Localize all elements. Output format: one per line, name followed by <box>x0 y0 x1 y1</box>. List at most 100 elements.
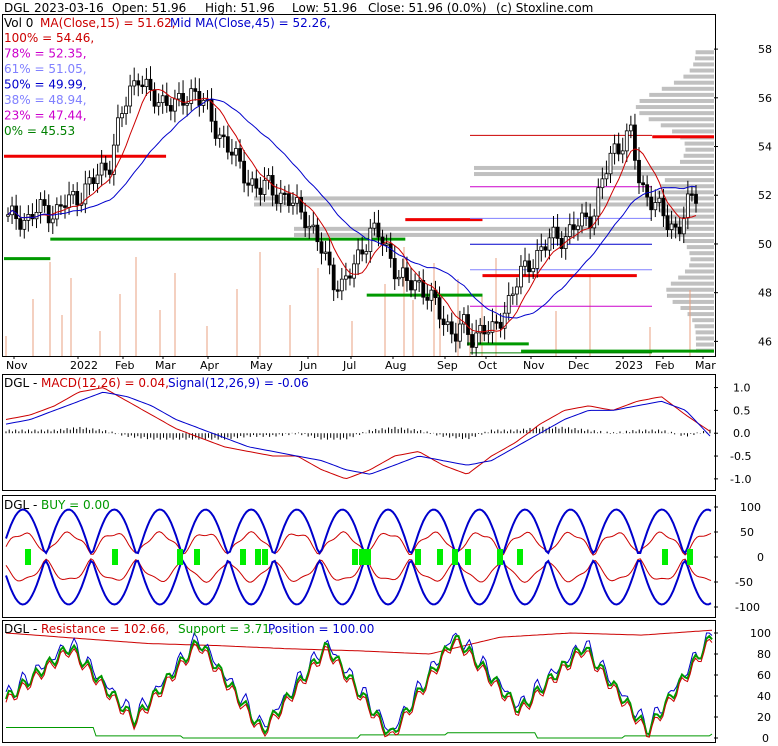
candle-body <box>148 78 153 91</box>
candle-body <box>559 238 564 249</box>
candle-body <box>608 152 613 175</box>
header-source: (c) Stoxline.com <box>496 1 593 15</box>
position-axis-label: 100 <box>750 627 771 640</box>
volume-profile-bar <box>254 202 714 207</box>
position-axis-label: 60 <box>757 669 771 682</box>
candle-body <box>327 251 332 266</box>
candle-body <box>291 202 295 206</box>
candle-body <box>429 289 434 301</box>
candle-body <box>392 258 397 280</box>
macd-layer <box>5 387 711 480</box>
candle-body <box>164 95 169 106</box>
candle-body <box>83 183 88 205</box>
x-axis-label: Feb <box>655 359 674 372</box>
macd-value-label: MACD(12,26) = 0.04, <box>41 376 169 390</box>
candle-body <box>103 162 108 171</box>
candle-body <box>99 162 104 176</box>
header-open: Open: 51.96 <box>112 1 186 15</box>
volume-profile-bar <box>635 105 714 110</box>
volume-profile-bar <box>683 74 714 79</box>
candle-body <box>584 212 588 218</box>
candle-body <box>576 225 580 230</box>
candle-body <box>547 237 552 251</box>
volume-profile-bar <box>672 129 714 134</box>
candle-body <box>282 192 287 196</box>
candle-body <box>234 148 238 156</box>
candle-body <box>339 278 344 292</box>
x-axis-label: Jul <box>342 359 356 372</box>
signal-line <box>5 391 711 475</box>
buy-value-label: BUY = 0.00 <box>41 498 110 512</box>
candle-body <box>311 224 316 228</box>
candle-body <box>132 80 137 87</box>
buy-outer-band <box>5 508 712 555</box>
candle-body <box>596 187 601 217</box>
candle-body <box>323 251 328 254</box>
volume-profile-bar <box>678 275 714 280</box>
candle-body <box>177 93 181 100</box>
candle-body <box>441 318 446 326</box>
buy-outer-band <box>5 559 712 606</box>
macd-axis-label: 1.0 <box>733 382 751 395</box>
candle-body <box>75 191 80 206</box>
macd-line <box>5 387 711 480</box>
candle-body <box>466 314 470 335</box>
candle-body <box>193 88 198 92</box>
candle-body <box>637 159 641 184</box>
price-axis-label: 58 <box>758 43 772 56</box>
candle-body <box>95 174 100 184</box>
resistance-value-label: Resistance = 102.66, <box>41 622 169 636</box>
candle-body <box>71 191 76 196</box>
fib-level-label: 38% = 48.94, <box>4 93 87 107</box>
x-axis-label: Dec <box>568 359 589 372</box>
candle-body <box>510 293 515 296</box>
candle-body <box>690 193 694 196</box>
candle-body <box>303 211 308 229</box>
candle-body <box>665 215 670 230</box>
position-layer <box>5 629 713 739</box>
header-low: Low: 51.96 <box>292 1 357 15</box>
buy-signal-marker <box>112 549 118 565</box>
volume-profile-bar <box>683 153 714 158</box>
candle-body <box>217 134 222 139</box>
candle-body <box>567 224 572 237</box>
price-axis-label: 46 <box>758 335 772 348</box>
candle-body <box>400 267 405 278</box>
candle-body <box>160 95 165 104</box>
volume-profile-bar <box>254 196 714 201</box>
candle-body <box>649 196 654 211</box>
buy-signal-marker <box>465 549 471 565</box>
x-axis-label: Oct <box>478 359 498 372</box>
buy-inner-band <box>5 531 712 556</box>
volume-profile-bar <box>686 245 714 250</box>
x-axis-label: 2022 <box>70 359 98 372</box>
candle-body <box>6 214 10 217</box>
candle-body <box>348 275 352 279</box>
candle-body <box>250 178 255 186</box>
buy-signal-marker <box>437 549 443 565</box>
volume-profile-bar <box>660 123 714 128</box>
candle-body <box>523 260 527 267</box>
fib-level-label: 61% = 51.05, <box>4 62 87 76</box>
x-axis-label: Apr <box>200 359 220 372</box>
buy-signal-marker <box>177 549 183 565</box>
candle-body <box>628 124 633 132</box>
buy-signal-marker <box>497 549 503 565</box>
candle-body <box>376 222 381 238</box>
buy-title: DGL - <box>4 498 37 512</box>
candle-body <box>527 260 531 273</box>
candle-body <box>555 226 560 239</box>
volume-profile-bar <box>689 68 714 73</box>
buy-axis-label: 100 <box>740 501 761 514</box>
candle-body <box>694 193 698 204</box>
volume-profile-bar <box>692 318 714 323</box>
candle-body <box>18 218 23 230</box>
volume-profile-bar <box>670 281 714 286</box>
candle-body <box>425 296 430 301</box>
volume-profile-bar <box>695 342 714 347</box>
volume-profile-bar <box>684 269 714 274</box>
candle-body <box>307 225 312 229</box>
candle-body <box>482 324 487 335</box>
candle-body <box>490 321 495 333</box>
candle-body <box>437 297 442 320</box>
